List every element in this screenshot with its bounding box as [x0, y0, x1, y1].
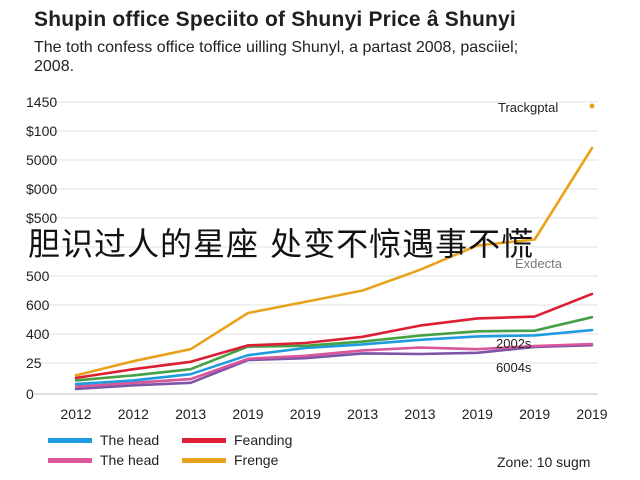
- y-tick-label: 400: [26, 326, 50, 342]
- annotation-label: 6004s: [496, 360, 532, 375]
- series-line: [74, 315, 594, 382]
- legend-swatch: [182, 437, 226, 443]
- overlay-caption: 胆识过人的星座 处变不惊遇事不慌: [28, 225, 535, 263]
- y-tick-label: 500: [26, 268, 50, 284]
- y-tick-label: $500: [26, 210, 57, 226]
- x-tick-label: 2013: [404, 406, 435, 422]
- legend-label: Feanding: [234, 432, 293, 448]
- legend-swatch: [48, 437, 92, 443]
- y-tick-label: $000: [26, 181, 57, 197]
- legend-swatch: [182, 457, 226, 463]
- legend-item: The head: [48, 451, 159, 469]
- chart-footnote: Zone: 10 sugm: [497, 454, 591, 470]
- x-tick-label: 2019: [290, 406, 321, 422]
- annotation-label: Exdecta: [515, 256, 563, 271]
- series-line: [74, 328, 594, 386]
- y-tick-label: 5000: [26, 152, 57, 168]
- legend-marker-dot: [589, 103, 595, 109]
- legend-label: The head: [100, 452, 160, 468]
- y-tick-label: 0: [26, 386, 34, 402]
- x-tick-label: 2019: [576, 406, 607, 422]
- legend-item: The head: [48, 431, 159, 449]
- chart-subtitle: The toth confess office toffice uilling …: [34, 39, 519, 75]
- y-tick-label: 1450: [26, 94, 57, 110]
- y-tick-label: 600: [26, 297, 50, 313]
- series-line: [74, 146, 594, 377]
- annotation-label: Trackgptal: [498, 100, 558, 115]
- legend-label: The head: [100, 432, 160, 448]
- legend-item: Feanding: [182, 431, 292, 449]
- legend-swatch: [48, 457, 92, 463]
- x-tick-label: 2013: [347, 406, 378, 422]
- series-line: [74, 343, 594, 391]
- y-tick-label: $100: [26, 123, 57, 139]
- chart-title: Shupin office Speciito of Shunyi Price â…: [34, 8, 516, 31]
- x-tick-label: 2019: [519, 406, 550, 422]
- x-tick-label: 2012: [60, 406, 91, 422]
- legend-label: Frenge: [234, 452, 279, 468]
- x-tick-label: 2019: [232, 406, 263, 422]
- x-tick-label: 2019: [462, 406, 493, 422]
- x-tick-label: 2013: [175, 406, 206, 422]
- x-tick-label: 2012: [118, 406, 149, 422]
- annotation-label: 2002s: [496, 336, 532, 351]
- series-line: [74, 292, 594, 380]
- legend-item: Frenge: [182, 451, 278, 469]
- series-line: [74, 342, 594, 388]
- y-tick-label: 25: [26, 355, 42, 371]
